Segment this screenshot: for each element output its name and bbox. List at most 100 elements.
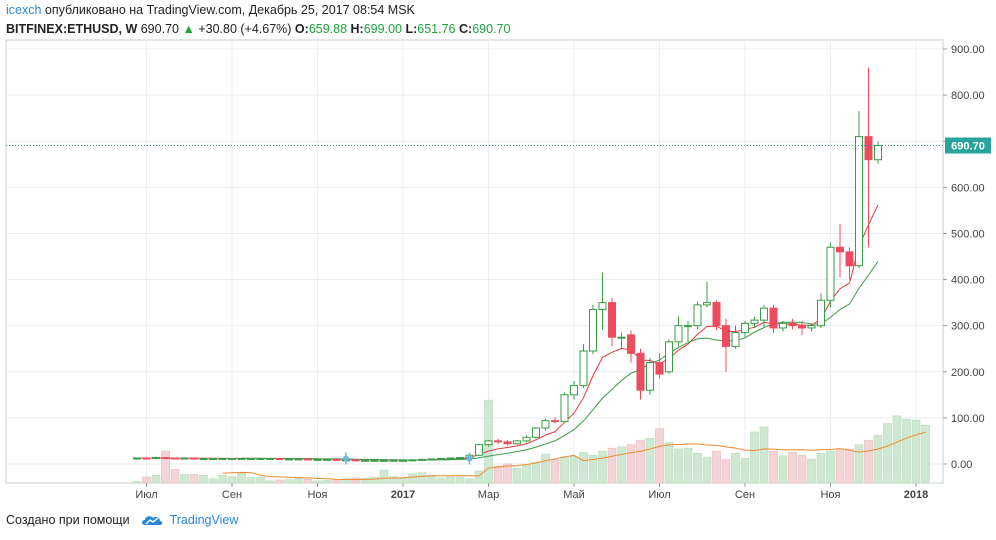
volume-bar [721, 459, 731, 484]
candle-body [351, 459, 360, 462]
candle-body [199, 457, 208, 460]
volume-bar [892, 415, 902, 484]
candle-body [731, 332, 740, 347]
volume-bar [693, 452, 702, 484]
volume-bar [161, 450, 170, 484]
volume-bar [294, 478, 303, 484]
close-label: C: [458, 22, 473, 36]
candle-body [304, 458, 312, 461]
price-tick-label: 800.00 [951, 90, 985, 102]
candle-body [817, 299, 825, 327]
candle-body [627, 334, 635, 354]
candle-body [589, 309, 597, 352]
candlesticks [133, 67, 882, 465]
candle-body [560, 394, 569, 423]
volume-bar [883, 423, 892, 484]
candle-body [750, 319, 759, 324]
author-link[interactable]: icexch [6, 3, 42, 17]
candle-body [399, 459, 407, 462]
publication-line: icexch опубликовано на TradingView.com, … [6, 3, 415, 17]
candle-body [332, 458, 341, 461]
volume-bar [731, 452, 740, 484]
candle-body [256, 457, 265, 460]
volume-bar [284, 479, 294, 484]
volume-bar [522, 464, 531, 484]
candle-body [598, 302, 607, 311]
price-tick-label: 300.00 [951, 321, 985, 333]
candle-body [475, 444, 483, 456]
candle-body [741, 322, 749, 334]
open-label: O: [294, 22, 309, 36]
volume-bar [807, 458, 816, 484]
last-price-label: 690.70 [951, 141, 985, 153]
candle-body [218, 457, 227, 460]
volume-bar [218, 475, 227, 484]
volume-bar [816, 452, 826, 484]
price-tick-label: 200.00 [951, 367, 985, 379]
volume-bar [360, 478, 370, 484]
candle-body [247, 457, 255, 460]
time-tick-label: Сен [222, 489, 242, 501]
candle-body [370, 459, 379, 462]
volume-bar [237, 472, 246, 484]
volume-bar [170, 469, 180, 484]
volume-bar [436, 477, 446, 484]
candle-body [142, 457, 151, 460]
footer: Создано при помощи TradingView [6, 513, 238, 527]
candle-body [209, 457, 217, 460]
volume-bar [322, 480, 332, 484]
plot-frame [5, 39, 944, 484]
candle-body [779, 322, 787, 329]
candle-body [655, 362, 664, 375]
volume-bar [645, 438, 655, 484]
volume-bar [199, 475, 208, 484]
volume-bar [341, 478, 351, 484]
candle-body [380, 459, 388, 462]
volume-bar [854, 444, 864, 484]
volume-bar [132, 481, 142, 484]
volume-bar [512, 467, 522, 484]
volume-bar [797, 455, 807, 484]
volume-bar [788, 452, 797, 484]
volume-bar [332, 479, 341, 484]
volume-bar [389, 476, 398, 484]
volume-bar [246, 477, 256, 484]
close-value: 690.70 [472, 22, 511, 36]
time-tick-label: 2018 [904, 489, 928, 501]
volume-bar [541, 453, 550, 484]
candle-body [171, 457, 179, 460]
candle-body [484, 440, 493, 446]
volume-bar [712, 450, 721, 484]
volume-bar [902, 418, 911, 484]
volume-bar [351, 477, 360, 484]
candle-body [285, 458, 293, 461]
price-tick-label: 0.00 [951, 459, 972, 471]
candle-body [788, 322, 797, 327]
change-value: +30.80 (+4.67%) [198, 22, 292, 36]
candle-body [541, 420, 550, 429]
chart-grid [5, 39, 944, 484]
tradingview-brand-link[interactable]: TradingView [169, 513, 239, 527]
volume-bar [265, 480, 275, 484]
time-axis: Июл Сен Ноя 2017 Мар Май Июл Сен Ноя 2018 [135, 483, 928, 501]
time-tick-label: Ноя [307, 489, 327, 501]
candle-body [551, 420, 559, 423]
change-arrow-icon: ▲ [182, 22, 195, 36]
candle-body [693, 304, 702, 327]
volume-bar [275, 479, 284, 484]
volume-bar [474, 470, 484, 484]
created-with-text: Создано при помощи [6, 513, 130, 527]
candle-body [608, 302, 616, 338]
candle-body [864, 136, 873, 161]
candle-body [446, 457, 455, 460]
candle-body [722, 325, 730, 347]
candle-body [570, 385, 578, 396]
event-marker-icon [466, 452, 473, 465]
candle-body [617, 336, 626, 339]
candle-body [133, 457, 141, 460]
volume-bar [588, 455, 598, 484]
volume-bar [531, 462, 541, 484]
volume-bar [778, 455, 788, 484]
candle-body [684, 325, 692, 328]
